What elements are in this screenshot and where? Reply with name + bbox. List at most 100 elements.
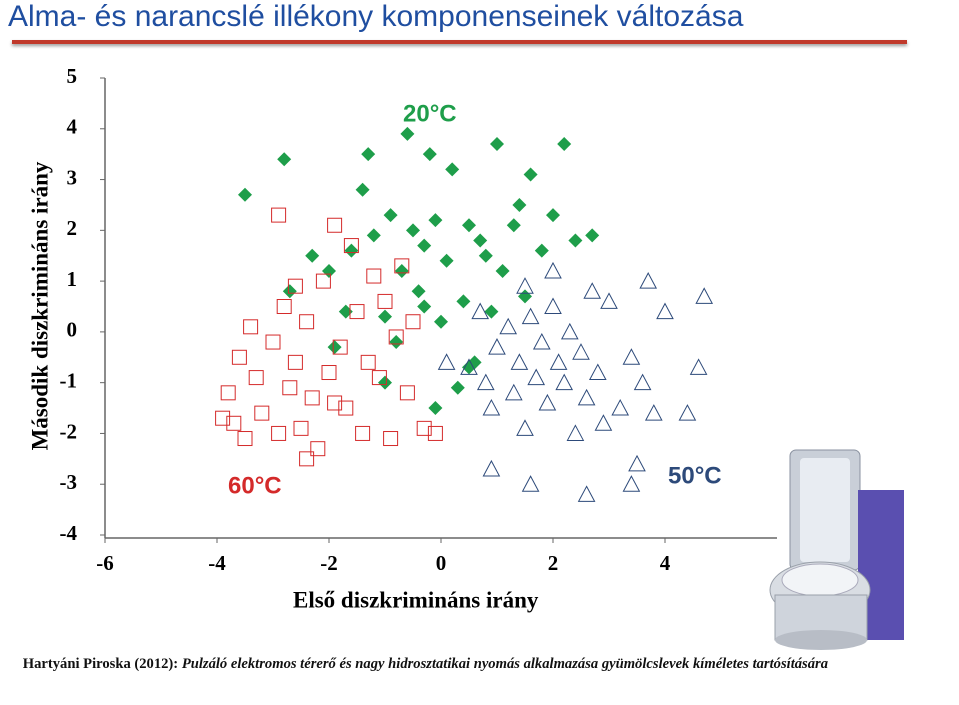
citation-text: Pulzáló elektromos térerő és nagy hidros… bbox=[181, 656, 828, 672]
data-point bbox=[231, 349, 247, 365]
data-point bbox=[521, 307, 540, 325]
data-point bbox=[532, 332, 551, 350]
data-point bbox=[588, 363, 607, 381]
data-point bbox=[422, 147, 437, 162]
data-point bbox=[555, 373, 574, 391]
data-point bbox=[583, 282, 602, 299]
data-point bbox=[678, 404, 697, 421]
data-point bbox=[560, 322, 579, 340]
data-point bbox=[287, 354, 303, 370]
data-point bbox=[611, 398, 630, 416]
data-point bbox=[633, 373, 652, 391]
data-point bbox=[304, 390, 320, 406]
data-point bbox=[504, 383, 523, 401]
data-point bbox=[277, 152, 292, 167]
data-point bbox=[378, 375, 392, 390]
data-point bbox=[462, 218, 476, 233]
x-tick-label: -2 bbox=[320, 551, 338, 575]
data-point bbox=[215, 410, 231, 426]
data-point bbox=[389, 335, 404, 350]
data-point bbox=[510, 353, 529, 370]
data-point bbox=[332, 339, 348, 355]
data-point bbox=[322, 263, 336, 278]
data-point bbox=[476, 373, 495, 391]
data-point bbox=[399, 385, 415, 401]
x-tick-label: 4 bbox=[660, 551, 671, 575]
data-point bbox=[488, 338, 506, 355]
data-point bbox=[456, 294, 471, 309]
x-tick-label: 0 bbox=[436, 551, 447, 575]
data-point bbox=[299, 314, 315, 330]
y-tick-label: 2 bbox=[67, 216, 78, 240]
data-point bbox=[254, 405, 270, 421]
data-point bbox=[544, 297, 562, 314]
data-point bbox=[383, 208, 398, 223]
data-point bbox=[299, 451, 315, 467]
data-point bbox=[639, 272, 658, 289]
y-tick-label: -3 bbox=[60, 470, 78, 494]
data-point bbox=[343, 238, 359, 254]
data-point bbox=[622, 475, 641, 492]
data-point bbox=[689, 358, 708, 375]
data-point bbox=[534, 243, 549, 258]
data-point bbox=[371, 370, 387, 386]
data-point bbox=[282, 380, 298, 396]
data-point bbox=[484, 304, 499, 319]
data-point bbox=[388, 329, 404, 345]
data-point bbox=[315, 273, 331, 289]
data-point bbox=[293, 420, 309, 436]
data-point bbox=[644, 404, 663, 421]
y-tick-label: -2 bbox=[60, 419, 78, 443]
data-point bbox=[450, 380, 465, 395]
data-point bbox=[572, 343, 590, 360]
data-point bbox=[366, 268, 382, 284]
data-point bbox=[310, 441, 326, 457]
title-underline bbox=[12, 40, 907, 44]
series-label: 50°C bbox=[668, 462, 722, 489]
data-point bbox=[516, 277, 534, 294]
data-point bbox=[527, 368, 546, 386]
data-point bbox=[417, 299, 432, 314]
data-point bbox=[518, 289, 532, 304]
data-point bbox=[656, 302, 674, 320]
data-point bbox=[427, 425, 443, 441]
x-tick-label: 2 bbox=[548, 551, 559, 575]
data-point bbox=[516, 419, 534, 436]
data-point bbox=[577, 485, 596, 502]
data-point bbox=[366, 228, 381, 243]
data-point bbox=[428, 401, 443, 416]
data-point bbox=[439, 253, 454, 268]
data-point bbox=[305, 248, 320, 263]
data-point bbox=[695, 287, 714, 304]
data-point bbox=[400, 126, 415, 141]
slide-title: Alma- és narancslé illékony komponensein… bbox=[8, 0, 744, 33]
data-point bbox=[523, 167, 538, 182]
data-point bbox=[377, 293, 393, 309]
data-point bbox=[473, 233, 488, 248]
data-point bbox=[471, 302, 490, 320]
y-tick-label: 4 bbox=[67, 115, 78, 139]
data-point bbox=[355, 425, 371, 441]
data-point bbox=[549, 353, 568, 370]
data-point bbox=[276, 299, 292, 314]
x-tick-label: -4 bbox=[208, 551, 226, 575]
data-point bbox=[566, 424, 585, 441]
series-label: 20°C bbox=[403, 100, 457, 127]
x-axis-title: Első diszkrimináns irány bbox=[293, 587, 539, 612]
data-point bbox=[394, 258, 410, 274]
data-point bbox=[226, 415, 242, 431]
series-label: 60°C bbox=[228, 472, 282, 499]
x-tick-label: -6 bbox=[96, 551, 114, 575]
data-point bbox=[338, 400, 354, 416]
citation: Hartyáni Piroska (2012): Pulzáló elektro… bbox=[5, 655, 828, 674]
data-point bbox=[577, 388, 596, 406]
data-point bbox=[383, 431, 399, 447]
data-point bbox=[405, 314, 421, 330]
data-point bbox=[521, 475, 540, 492]
data-point bbox=[594, 414, 613, 431]
data-point bbox=[499, 317, 518, 335]
data-point bbox=[538, 393, 557, 411]
y-tick-label: 1 bbox=[67, 267, 78, 291]
